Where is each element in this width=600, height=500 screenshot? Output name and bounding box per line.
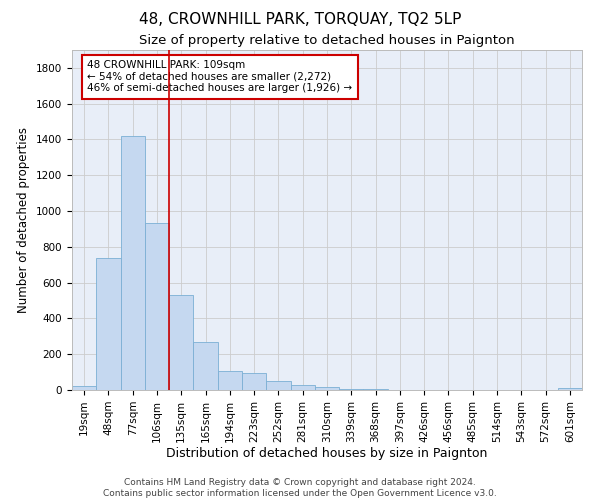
Bar [218,371,242,390]
Bar [72,386,96,390]
Text: Contains HM Land Registry data © Crown copyright and database right 2024.
Contai: Contains HM Land Registry data © Crown c… [103,478,497,498]
Bar [242,373,266,390]
Title: Size of property relative to detached houses in Paignton: Size of property relative to detached ho… [139,34,515,48]
Bar [290,385,315,390]
Bar [121,136,145,390]
Text: 48, CROWNHILL PARK, TORQUAY, TQ2 5LP: 48, CROWNHILL PARK, TORQUAY, TQ2 5LP [139,12,461,28]
Bar [339,388,364,390]
Bar [266,382,290,390]
X-axis label: Distribution of detached houses by size in Paignton: Distribution of detached houses by size … [166,448,488,460]
Text: 48 CROWNHILL PARK: 109sqm
← 54% of detached houses are smaller (2,272)
46% of se: 48 CROWNHILL PARK: 109sqm ← 54% of detac… [88,60,352,94]
Bar [193,342,218,390]
Bar [169,295,193,390]
Y-axis label: Number of detached properties: Number of detached properties [17,127,31,313]
Bar [96,258,121,390]
Bar [145,222,169,390]
Bar [315,387,339,390]
Bar [364,389,388,390]
Bar [558,388,582,390]
